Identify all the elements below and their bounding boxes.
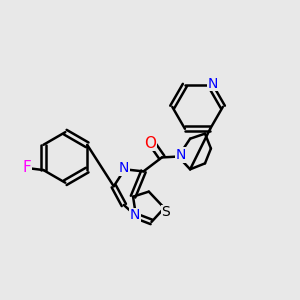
Text: N: N bbox=[119, 161, 129, 175]
Text: N: N bbox=[176, 148, 186, 162]
Text: N: N bbox=[208, 76, 218, 91]
Text: F: F bbox=[23, 160, 32, 175]
Text: S: S bbox=[161, 206, 170, 219]
Text: O: O bbox=[144, 136, 156, 151]
Text: N: N bbox=[130, 208, 140, 222]
